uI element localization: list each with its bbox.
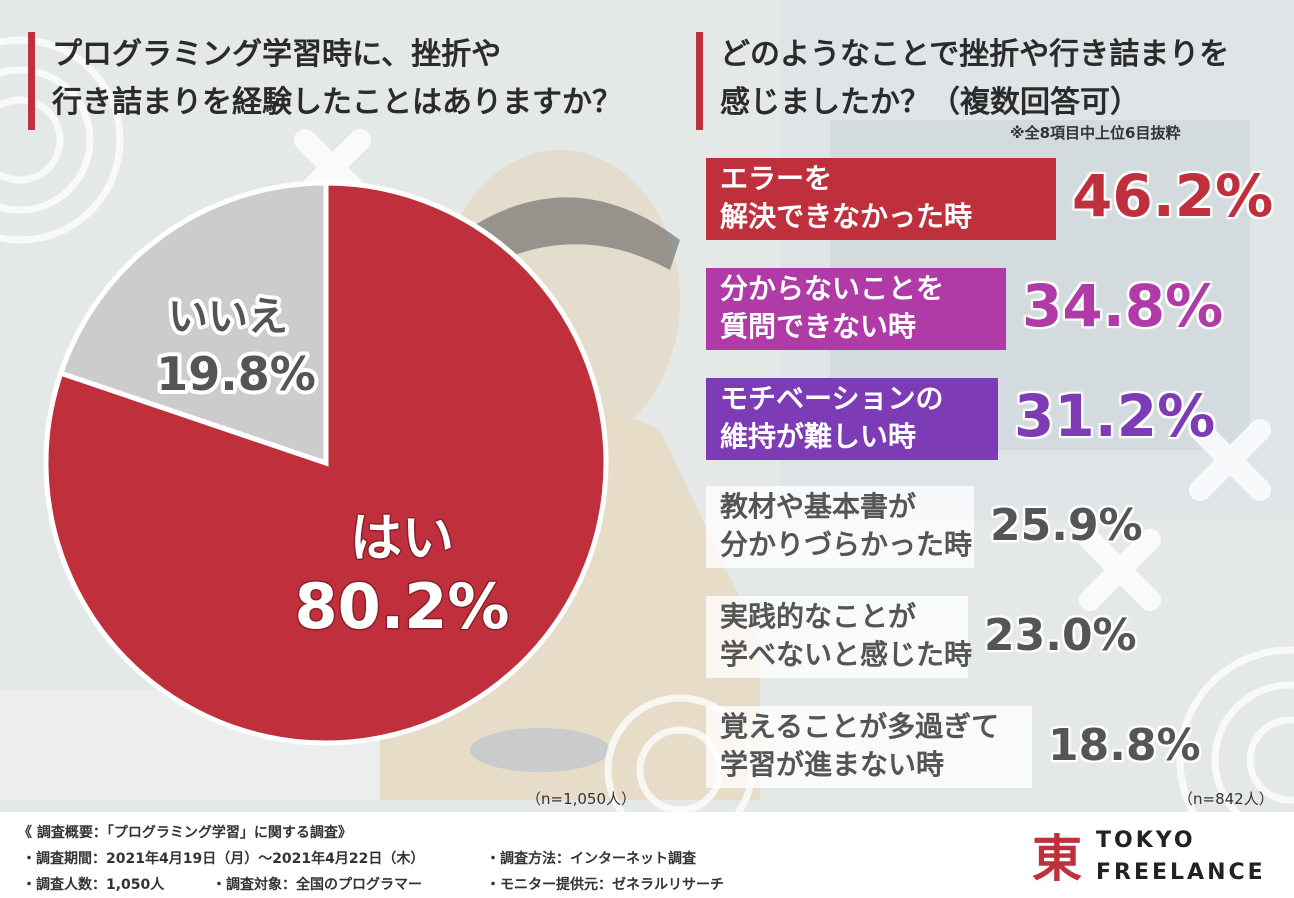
reason-label-line2: 学習が進まない時	[720, 748, 945, 781]
reason-label-line1: モチベーションの	[720, 382, 944, 415]
reason-label-box	[706, 378, 998, 460]
pie-label-no: いいえ	[168, 294, 288, 340]
reason-percentage: 46.2%	[1072, 162, 1274, 230]
right-question-accent	[696, 32, 703, 130]
reason-label-line2: 学べないと感じた時	[720, 638, 973, 671]
reason-label-line2: 分かりづらかった時	[720, 528, 973, 561]
footer-heading: 《 調査概要：「プログラミング学習」に関する調査》	[18, 825, 352, 841]
reason-item: 覚えることが多過ぎて 学習が進まない時 18.8%	[706, 704, 1286, 804]
right-question-note: ※全8項目中上位6目抜粋	[1010, 124, 1181, 142]
reason-label-line1: 覚えることが多過ぎて	[720, 710, 1000, 743]
left-sample-size: （n=1,050人）	[526, 790, 637, 808]
footer-period: ・調査期間：2021年4月19日（月）〜2021年4月22日（木）	[22, 851, 425, 867]
footer-provider: ・モニター提供元：ゼネラルリサーチ	[486, 877, 724, 893]
reason-label-box	[706, 706, 1032, 788]
left-question-accent	[28, 32, 35, 130]
reason-item: 教材や基本書が分かりづらかった時 25.9%	[706, 484, 1286, 584]
reason-label-box	[706, 486, 974, 568]
reason-item: 実践的なことが学べないと感じた時 23.0%	[706, 594, 1286, 694]
reason-label-line1: 教材や基本書が	[720, 490, 917, 523]
reason-label-line1: 分からないことを	[720, 272, 945, 305]
reason-percentage: 34.8%	[1022, 272, 1224, 340]
reason-percentage: 18.8%	[1048, 720, 1201, 771]
footer-count: ・調査人数：1,050人	[22, 877, 165, 893]
logo-text-line2: FREELANCE	[1096, 860, 1266, 885]
right-question-line1: どのようなことで挫折や行き詰まりを	[720, 37, 1230, 72]
logo-mark: 東	[1032, 830, 1082, 886]
reason-label-line1: 実践的なことが	[720, 600, 917, 633]
right-question-line2: 感じましたか？（複数回答可）	[720, 85, 1140, 120]
reason-label-box	[706, 596, 968, 678]
pie-slice-no	[57, 180, 329, 467]
reason-percentage: 25.9%	[990, 500, 1143, 551]
reason-item: モチベーションの 維持が難しい時 31.2%	[706, 376, 1286, 476]
left-question-line2: 行き詰まりを経験したことはありますか？	[52, 85, 622, 120]
reason-label-box	[706, 158, 1056, 240]
survey-footer: 《 調査概要：「プログラミング学習」に関する調査》 ・調査期間：2021年4月1…	[0, 812, 1294, 898]
reason-item: 分からないことを 質問できない時 34.8%	[706, 266, 1286, 366]
footer-target: ・調査対象：全国のプログラマー	[212, 877, 422, 893]
right-sample-size: （n=842人）	[1178, 790, 1274, 808]
reason-label-line2: 解決できなかった時	[720, 200, 973, 233]
tokyo-freelance-logo-icon: 東	[1032, 830, 1082, 886]
reason-label-box	[706, 268, 1006, 350]
logo-text-line1: TOKYO	[1096, 828, 1196, 853]
footer-method: ・調査方法：インターネット調査	[486, 851, 696, 867]
reason-percentage: 31.2%	[1014, 382, 1216, 450]
reason-item: エラーを解決できなかった時 46.2%	[706, 156, 1286, 256]
left-question-line1: プログラミング学習時に、挫折や	[52, 37, 502, 72]
reason-label-line2: 質問できない時	[720, 310, 917, 343]
pie-value-no: 19.8%	[156, 347, 316, 401]
pie-chart: いいえ 19.8% はい 80.2%	[43, 180, 609, 746]
reason-label-line1: エラーを	[720, 162, 833, 195]
pie-value-yes: 80.2%	[294, 570, 509, 643]
reason-percentage: 23.0%	[984, 610, 1137, 661]
reason-label-line2: 維持が難しい時	[720, 420, 917, 453]
pie-label-yes: はい	[350, 509, 454, 569]
